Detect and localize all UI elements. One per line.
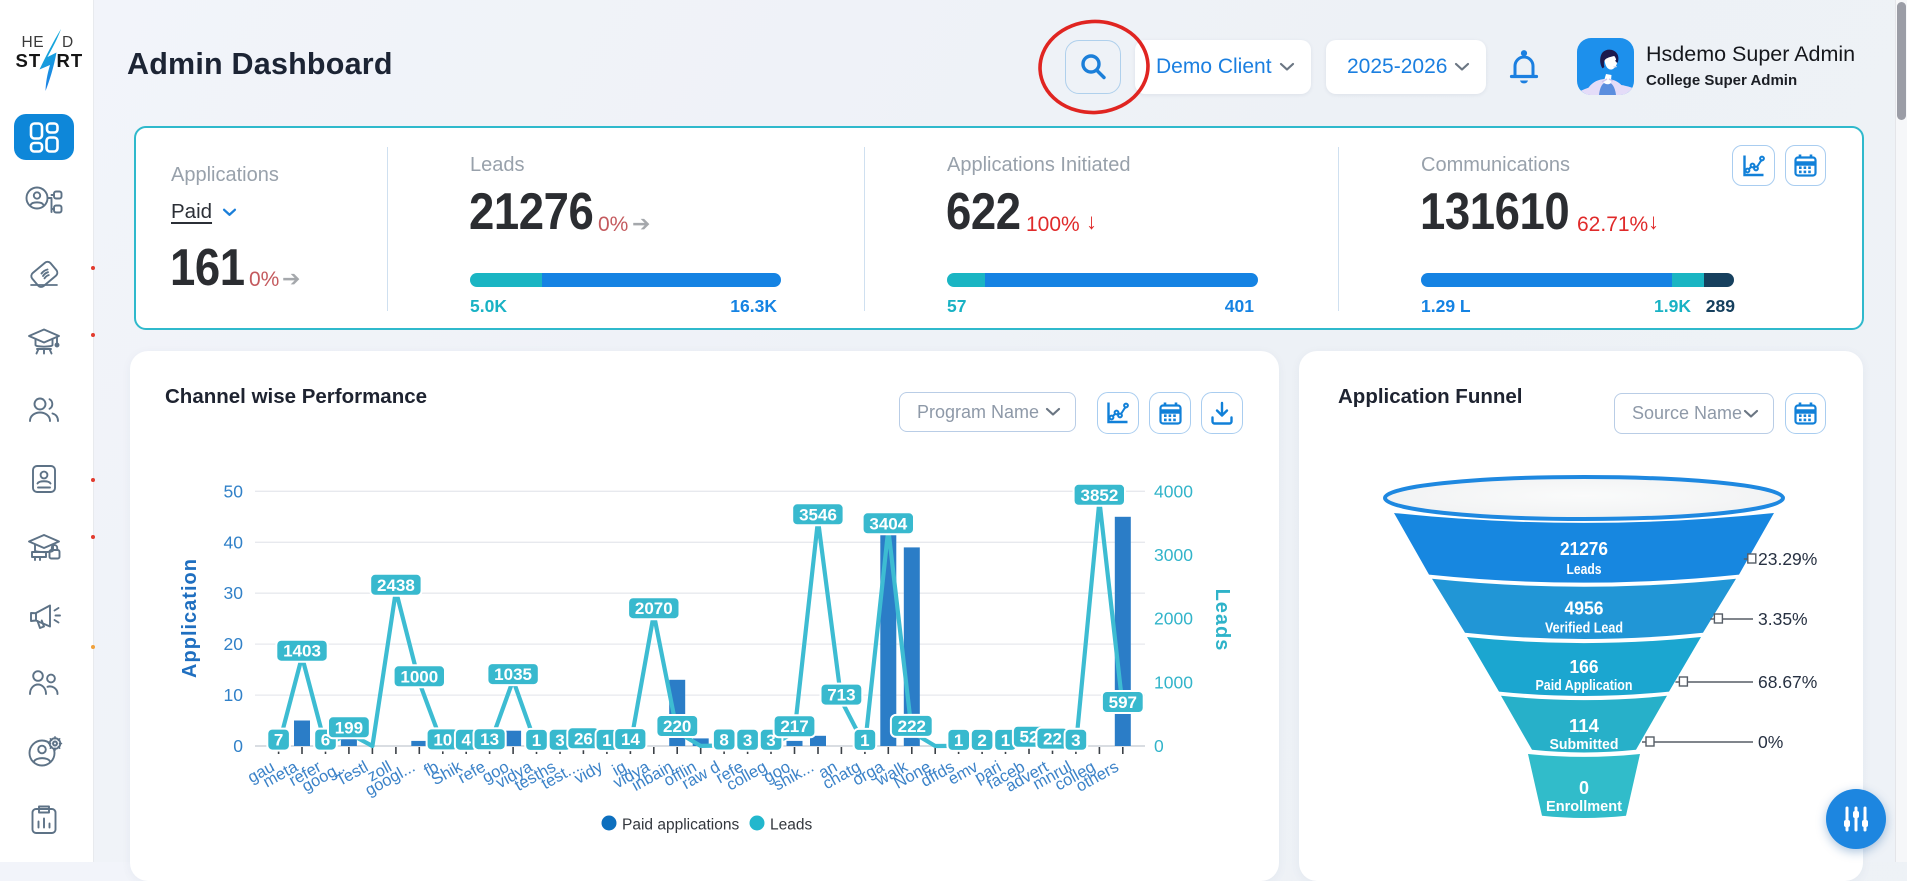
- svg-text:10: 10: [433, 730, 452, 749]
- svg-text:23.29%: 23.29%: [1758, 549, 1817, 569]
- svg-text:1: 1: [602, 731, 611, 750]
- svg-text:3852: 3852: [1080, 486, 1118, 505]
- svg-text:4: 4: [461, 731, 471, 750]
- svg-text:713: 713: [827, 686, 855, 705]
- svg-text:40: 40: [224, 532, 244, 552]
- svg-text:2000: 2000: [1154, 609, 1193, 629]
- svg-text:14: 14: [621, 730, 640, 749]
- svg-text:Submitted: Submitted: [1550, 736, 1619, 753]
- svg-text:3: 3: [766, 731, 775, 750]
- svg-text:2: 2: [977, 731, 986, 750]
- svg-text:7: 7: [274, 731, 283, 750]
- svg-text:3: 3: [555, 731, 564, 750]
- svg-text:6: 6: [321, 731, 330, 750]
- svg-text:3000: 3000: [1154, 545, 1193, 565]
- svg-text:3404: 3404: [869, 514, 907, 533]
- svg-text:22: 22: [1043, 730, 1062, 749]
- svg-text:2438: 2438: [377, 576, 415, 595]
- svg-text:21276: 21276: [1560, 538, 1608, 559]
- svg-text:0: 0: [233, 736, 243, 756]
- svg-text:0: 0: [1579, 777, 1589, 798]
- svg-text:1000: 1000: [1154, 672, 1193, 692]
- svg-text:1: 1: [954, 731, 963, 750]
- svg-text:597: 597: [1109, 693, 1137, 712]
- svg-text:68.67%: 68.67%: [1758, 672, 1817, 692]
- svg-text:Enrollment: Enrollment: [1546, 798, 1622, 815]
- svg-text:Leads: Leads: [1211, 589, 1233, 652]
- svg-text:8: 8: [719, 731, 728, 750]
- svg-text:3546: 3546: [799, 505, 837, 524]
- svg-text:4956: 4956: [1565, 598, 1604, 619]
- svg-text:114: 114: [1569, 715, 1600, 736]
- svg-text:50: 50: [224, 481, 244, 501]
- svg-text:220: 220: [663, 717, 691, 736]
- svg-text:166: 166: [1570, 656, 1599, 677]
- svg-text:1000: 1000: [400, 667, 438, 686]
- svg-text:10: 10: [224, 685, 244, 705]
- svg-text:Application: Application: [179, 558, 201, 678]
- svg-text:1403: 1403: [283, 642, 321, 661]
- svg-text:3: 3: [743, 731, 752, 750]
- svg-text:30: 30: [224, 583, 244, 603]
- svg-text:Leads: Leads: [1567, 561, 1602, 578]
- svg-text:googl...: googl...: [362, 758, 418, 800]
- svg-text:1: 1: [1001, 731, 1010, 750]
- svg-text:vidy: vidy: [571, 757, 606, 787]
- svg-text:2070: 2070: [635, 599, 673, 618]
- svg-text:0%: 0%: [1758, 732, 1783, 752]
- svg-text:222: 222: [898, 717, 926, 736]
- svg-text:3.35%: 3.35%: [1758, 609, 1808, 629]
- svg-text:1035: 1035: [494, 665, 532, 684]
- svg-text:4000: 4000: [1154, 481, 1193, 501]
- svg-text:0: 0: [1154, 736, 1164, 756]
- svg-text:13: 13: [480, 730, 499, 749]
- svg-text:Paid applications: Paid applications: [622, 817, 739, 834]
- svg-text:52: 52: [1020, 728, 1039, 747]
- svg-text:Leads: Leads: [770, 817, 812, 834]
- svg-text:3: 3: [1071, 731, 1080, 750]
- svg-text:26: 26: [574, 729, 593, 748]
- svg-text:1: 1: [860, 731, 869, 750]
- svg-text:1: 1: [532, 731, 541, 750]
- svg-text:20: 20: [224, 634, 244, 654]
- svg-text:199: 199: [335, 718, 363, 737]
- svg-text:Verified Lead: Verified Lead: [1545, 620, 1623, 637]
- svg-text:217: 217: [780, 717, 808, 736]
- svg-text:Paid Application: Paid Application: [1536, 677, 1633, 694]
